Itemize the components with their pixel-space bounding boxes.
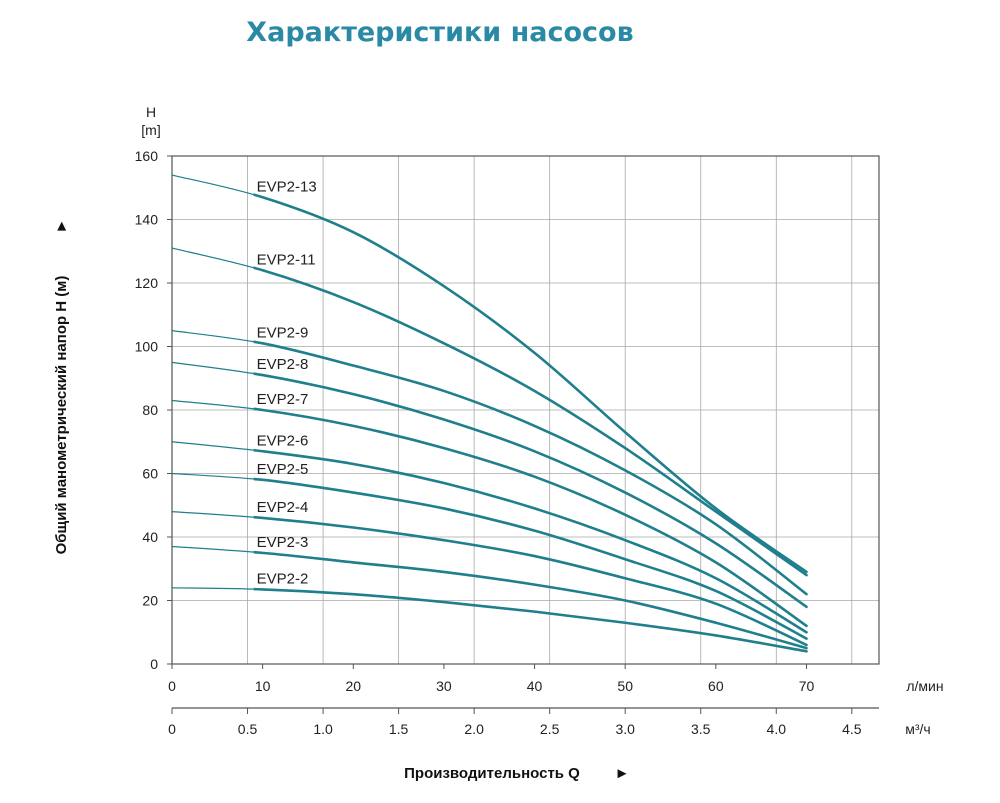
chart-title: Характеристики насосов xyxy=(246,17,633,48)
x2-tick-label-6: 3.0 xyxy=(615,721,635,737)
curve-evp2-2-start xyxy=(171,587,254,590)
y-tick-label-7: 140 xyxy=(135,212,159,228)
y-tick-label-3: 60 xyxy=(142,466,158,482)
x2-tick-label-1: 0.5 xyxy=(238,721,258,737)
series-label-evp2-9: EVP2-9 xyxy=(257,324,309,341)
y-tick-label-8: 160 xyxy=(135,148,159,164)
x-axis-ticks-lmin: 0 10 20 30 40 50 60 70 xyxy=(168,664,814,694)
series-label-evp2-7: EVP2-7 xyxy=(257,391,309,408)
x-unit-m3h: м³/ч xyxy=(905,721,930,737)
curve-evp2-3-start xyxy=(171,545,254,553)
x-tick-label-7: 70 xyxy=(799,678,815,694)
x-axis-title-text: Производительность Q xyxy=(404,765,580,782)
x2-tick-label-4: 2.0 xyxy=(464,721,484,737)
curve-evp2-2 xyxy=(253,587,808,653)
y-tick-label-4: 80 xyxy=(142,402,158,418)
pump-curves xyxy=(171,174,808,653)
x-unit-lmin: л/мин xyxy=(906,678,943,694)
y-unit-symbol: H xyxy=(146,104,156,120)
curve-evp2-5 xyxy=(253,477,808,640)
x-axis-title: Производительность Q ► xyxy=(404,765,629,782)
curve-evp2-4 xyxy=(253,515,808,647)
x2-tick-label-5: 2.5 xyxy=(540,721,560,737)
x-axis-ticks-m3h: 0 0.5 1.0 1.5 2.0 2.5 3.0 3.5 4.0 4.5 xyxy=(168,708,862,737)
y-tick-label-6: 120 xyxy=(135,275,159,291)
x2-tick-label-7: 3.5 xyxy=(691,721,711,737)
series-label-evp2-6: EVP2-6 xyxy=(257,432,309,449)
x-tick-label-4: 40 xyxy=(527,678,543,694)
grid xyxy=(172,156,879,664)
series-label-evp2-13: EVP2-13 xyxy=(257,178,317,195)
series-label-evp2-11: EVP2-11 xyxy=(257,251,316,268)
series-label-evp2-2: EVP2-2 xyxy=(257,570,309,587)
curve-evp2-3 xyxy=(253,550,808,650)
curve-evp2-6 xyxy=(253,448,808,634)
x-tick-label-5: 50 xyxy=(617,678,633,694)
y-axis-arrow: ► xyxy=(53,219,70,234)
series-labels: EVP2-13 EVP2-11 EVP2-9 EVP2-8 EVP2-7 EVP2-6 EV… xyxy=(257,178,317,587)
y-tick-label-2: 40 xyxy=(142,529,158,545)
series-label-evp2-8: EVP2-8 xyxy=(257,356,309,373)
curve-evp2-13 xyxy=(253,193,808,574)
curve-evp2-11 xyxy=(253,266,808,577)
y-axis-title: Общий манометрический напор H (м) ► xyxy=(53,219,70,555)
curve-evp2-7 xyxy=(253,407,808,628)
x-tick-label-1: 10 xyxy=(255,678,271,694)
x-tick-label-6: 60 xyxy=(708,678,724,694)
y-axis-ticks: 0 20 40 60 80 100 120 140 160 xyxy=(135,148,172,672)
x-tick-label-3: 30 xyxy=(436,678,452,694)
y-tick-label-5: 100 xyxy=(135,339,159,355)
x2-tick-label-2: 1.0 xyxy=(313,721,333,737)
series-label-evp2-5: EVP2-5 xyxy=(257,461,309,478)
x2-tick-label-8: 4.0 xyxy=(767,721,787,737)
curve-evp2-8 xyxy=(253,372,808,609)
x-tick-label-2: 20 xyxy=(345,678,361,694)
x-axis-arrow: ► xyxy=(615,765,630,782)
series-label-evp2-3: EVP2-3 xyxy=(257,534,309,551)
x2-tick-label-0: 0 xyxy=(168,721,176,737)
y-axis-title-text: Общий манометрический напор H (м) xyxy=(53,276,70,555)
y-unit: [m] xyxy=(141,122,160,138)
y-tick-label-0: 0 xyxy=(150,656,158,672)
x-tick-label-0: 0 xyxy=(168,678,176,694)
x2-tick-label-9: 4.5 xyxy=(842,721,862,737)
series-label-evp2-4: EVP2-4 xyxy=(257,499,309,516)
curve-evp2-9 xyxy=(253,340,808,596)
x2-tick-label-3: 1.5 xyxy=(389,721,409,737)
y-tick-label-1: 20 xyxy=(142,593,158,609)
